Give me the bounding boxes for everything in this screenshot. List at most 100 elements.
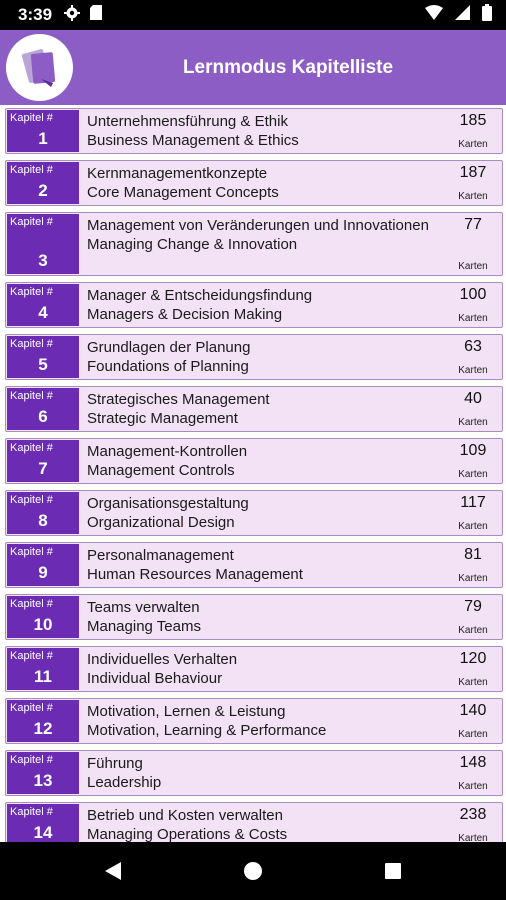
chapter-title-de: Teams verwalten [87,599,200,616]
chapter-badge: Kapitel # 12 [7,700,79,742]
chapter-row[interactable]: Kapitel # 5 Grundlagen der Planung Foundati… [5,334,503,380]
chapter-label: Kapitel # [10,598,53,610]
chapter-badge: Kapitel # 4 [7,284,79,326]
chapter-number: 10 [33,615,53,634]
card-count: 79 Karten [444,595,502,639]
chapter-number: 11 [34,667,52,686]
home-icon [244,862,262,880]
chapter-title-de: Betrieb und Kosten verwalten [87,807,283,824]
chapter-row[interactable]: Kapitel # 1 Unternehmensführung & Ethik Bus… [5,108,503,154]
chapter-title-de: Unternehmensführung & Ethik [87,113,288,130]
chapter-row[interactable]: Kapitel # 12 Motivation, Lernen & Leistung… [5,698,503,744]
card-count-unit: Karten [458,729,488,740]
card-count: 81 Karten [444,543,502,587]
card-count-value: 117 [460,494,486,511]
chapter-title-en: Foundations of Planning [87,358,249,375]
chapter-title-de: Führung [87,755,143,772]
chapter-label: Kapitel # [10,442,53,454]
chapter-title-de: Motivation, Lernen & Leistung [87,703,286,720]
card-count: 63 Karten [444,335,502,379]
chapter-title-de: Manager & Entscheidungsfindung [87,287,313,304]
wifi-icon [425,5,443,25]
chapter-title-en: Managing Change & Innovation [87,236,298,253]
card-count-unit: Karten [458,573,488,584]
chapter-title-en: Managing Teams [87,618,201,635]
chapter-row[interactable]: Kapitel # 4 Manager & Entscheidungsfindung… [5,282,503,328]
card-count: 140 Karten [444,699,502,743]
chapter-number: 14 [33,823,53,842]
chapter-number: 2 [38,181,48,200]
chapter-titles: Management-Kontrollen Management Controls [80,439,444,483]
chapter-title-de: Personalmanagement [87,547,234,564]
chapter-row[interactable]: Kapitel # 2 Kernmanagementkonzepte Core Man… [5,160,503,206]
chapter-titles: Unternehmensführung & Ethik Business Mana… [80,109,444,153]
card-count-unit: Karten [458,313,488,324]
chapter-titles: Strategisches Management Strategic Manage… [80,387,444,431]
chapter-titles: Motivation, Lernen & Leistung Motivation,… [80,699,444,743]
settings-gear-icon [64,4,81,26]
chapter-row[interactable]: Kapitel # 7 Management-Kontrollen Managemen… [5,438,503,484]
chapter-row[interactable]: Kapitel # 13 Führung Leadership 148 Karten [5,750,503,796]
recents-button[interactable] [323,862,463,880]
home-button[interactable] [183,861,323,881]
page-title: Lernmodus Kapitelliste [182,56,394,78]
chapter-number: 9 [38,563,48,582]
card-count-value: 40 [464,390,482,407]
card-count: 185 Karten [444,109,502,153]
chapter-row[interactable]: Kapitel #11 Individuelles Verhalten Indivi… [5,646,503,692]
recents-icon [385,863,401,879]
chapter-row[interactable]: Kapitel # 8 Organisationsgestaltung Organiz… [5,490,503,536]
chapter-label: Kapitel # [10,494,53,506]
chapter-row[interactable]: Kapitel # 9 Personalmanagement Human Resour… [5,542,503,588]
card-count: 109 Karten [444,439,502,483]
card-count-value: 109 [459,442,487,459]
chapter-title-de: Strategisches Management [87,391,270,408]
card-count: 100 Karten [444,283,502,327]
card-count-value: 148 [459,754,487,771]
chapter-label: Kapitel # [10,702,53,714]
card-count: 117 Karten [444,491,502,535]
chapter-titles: Teams verwalten Managing Teams [80,595,444,639]
card-count: 238 Karten [444,803,502,842]
chapter-number: 6 [38,407,48,426]
chapter-label: Kapitel # [10,650,53,662]
chapter-badge: Kapitel # 14 [7,804,79,842]
chapter-number: 13 [33,771,53,790]
back-button[interactable] [43,861,183,881]
card-count-unit: Karten [458,261,488,272]
chapter-label: Kapitel # [10,164,53,176]
chapter-row[interactable]: Kapitel # 14 Betrieb und Kosten verwalten M… [5,802,503,842]
card-count-unit: Karten [458,833,488,842]
chapter-label: Kapitel # [10,390,53,402]
chapter-number: 7 [38,459,48,478]
card-count-unit: Karten [458,625,488,636]
chapter-badge: Kapitel # 11 [7,648,79,690]
chapter-badge: Kapitel # 8 [7,492,79,534]
chapter-title-en: Organizational Design [87,514,235,531]
chapter-titles: Personalmanagement Human Resources Manage… [80,543,444,587]
chapter-title-en: Core Management Concepts [87,184,279,201]
signal-icon [455,5,470,25]
chapter-list[interactable]: Kapitel # 1 Unternehmensführung & Ethik Bus… [0,108,506,842]
chapter-badge: Kapitel # 5 [7,336,79,378]
chapter-row[interactable]: Kapitel # 3 Management von Veränderungen u… [5,212,503,276]
chapter-title-de: Management von Veränderungen und Innovat… [87,217,429,234]
chapter-title-de: Grundlagen der Planung [87,339,251,356]
chapter-number: 1 [38,129,48,148]
chapter-number: 8 [38,511,48,530]
chapter-row[interactable]: Kapitel # 10 Teams verwalten Managing Teams… [5,594,503,640]
chapter-title-en: Motivation, Learning & Performance [87,722,327,739]
card-count-unit: Karten [458,677,488,688]
card-count-unit: Karten [458,417,488,428]
chapter-row[interactable]: Kapitel # 6 Strategisches Management Strate… [5,386,503,432]
card-count-unit: Karten [458,781,488,792]
chapter-label: Kapitel # [10,754,53,766]
chapter-title-en: Managing Operations & Costs [87,826,288,842]
card-count-unit: Karten [458,139,488,150]
chapter-label: Kapitel # [10,338,53,350]
chapter-badge: Kapitel # 13 [7,752,79,794]
card-count-value: 238 [459,806,487,823]
chapter-title-de: Individuelles Verhalten [87,651,238,668]
chapter-titles: Kernmanagementkonzepte Core Management Co… [80,161,444,205]
